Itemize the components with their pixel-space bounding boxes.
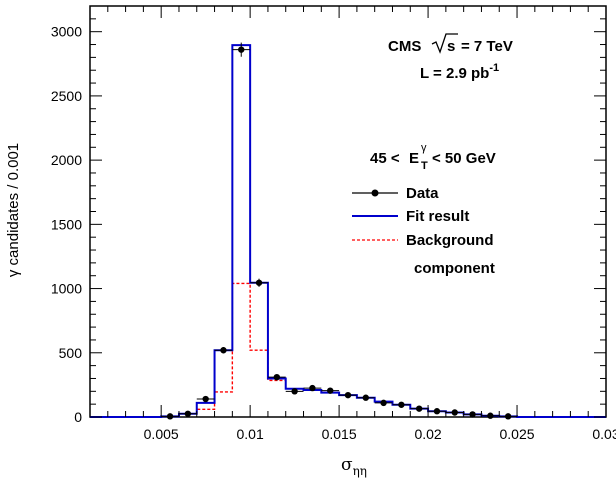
et-superscript: γ: [421, 142, 427, 154]
legend-entry-fit: Fit result: [352, 208, 469, 225]
data-point: [232, 42, 251, 57]
data-point: [463, 411, 482, 418]
data-point: [321, 387, 340, 394]
data-point-marker: [238, 46, 245, 53]
data-point: [161, 413, 179, 420]
cms-label: CMS: [388, 38, 421, 55]
y-tick-label: 2500: [51, 88, 82, 104]
legend-data-marker: [371, 189, 379, 197]
data-point: [445, 409, 464, 416]
legend-background-label: Background: [406, 232, 494, 249]
data-point-marker: [309, 384, 316, 392]
plot-frame: [89, 5, 607, 418]
data-point-marker: [504, 413, 512, 420]
data-point: [339, 391, 357, 399]
data-point-marker: [184, 410, 192, 417]
cms-annotation: CMS s = 7 TeV L = 2.9 pb-1: [388, 33, 513, 82]
y-tick-label: 500: [59, 345, 83, 361]
energy-label: = 7 TeV: [461, 38, 513, 55]
data-point: [481, 412, 500, 419]
data-point-marker: [415, 405, 423, 412]
fit-step-line: [90, 44, 606, 418]
data-point: [356, 394, 375, 401]
x-axis-title-base: σ: [341, 455, 353, 475]
data-point: [196, 395, 215, 403]
et-symbol: E: [409, 150, 419, 167]
legend-entry-background: Background component: [352, 232, 495, 277]
fit-series: [90, 44, 606, 418]
data-point: [374, 399, 393, 407]
data-point: [499, 413, 518, 420]
et-subscript: T: [421, 160, 428, 172]
data-point-marker: [380, 399, 387, 407]
data-point: [250, 278, 268, 287]
data-point-marker: [202, 395, 209, 403]
data-point-marker: [327, 387, 334, 394]
data-point: [285, 388, 304, 395]
y-axis-title: γ candidates / 0.001: [5, 143, 22, 277]
data-point-marker: [362, 394, 369, 401]
legend: Data Fit result Background component: [352, 185, 495, 277]
et-high-label: < 50 GeV: [432, 150, 496, 167]
data-series: [161, 42, 518, 420]
x-axis-title: σηη: [341, 455, 367, 478]
data-point: [303, 384, 322, 392]
data-point: [178, 410, 197, 417]
legend-background-label-2: component: [414, 260, 495, 277]
data-point-marker: [469, 411, 476, 418]
lumi-label: L = 2.9 pb-1: [420, 62, 499, 82]
data-point-marker: [344, 391, 352, 399]
x-tick-label: 0.015: [322, 426, 357, 442]
et-range-annotation: 45 < E γ T < 50 GeV: [370, 142, 496, 172]
data-point: [410, 405, 429, 412]
legend-entry-data: Data: [352, 185, 439, 202]
y-tick-label: 2000: [51, 152, 82, 168]
tick-labels: 0.005 0.01 0.015 0.02 0.025 0.03 0 500 1000 1500 2…: [51, 24, 616, 442]
data-point-marker: [220, 347, 227, 354]
data-point: [214, 347, 233, 354]
data-point-marker: [398, 401, 405, 408]
x-tick-label: 0.02: [414, 426, 441, 442]
et-low-label: 45 <: [370, 150, 400, 167]
y-tick-label: 3000: [51, 24, 82, 40]
data-point-marker: [451, 409, 458, 416]
plot-area: [89, 5, 607, 420]
y-tick-label: 0: [74, 409, 82, 425]
data-point-marker: [273, 373, 281, 381]
data-point-marker: [291, 388, 298, 395]
x-axis-title-sub: ηη: [353, 464, 367, 478]
data-point: [428, 408, 446, 415]
data-point-marker: [166, 413, 174, 420]
legend-data-label: Data: [406, 185, 439, 202]
data-point-marker: [255, 279, 263, 286]
legend-fit-label: Fit result: [406, 208, 469, 225]
data-point-marker: [433, 408, 441, 415]
axis-ticks: [89, 5, 607, 418]
sqrt-s-label: s: [447, 38, 455, 55]
data-point-marker: [487, 412, 494, 419]
data-point: [267, 373, 286, 381]
x-tick-label: 0.005: [144, 426, 179, 442]
y-tick-label: 1000: [51, 281, 82, 297]
sqrt-icon: [431, 33, 458, 54]
x-tick-label: 0.01: [237, 426, 264, 442]
y-tick-label: 1500: [51, 216, 82, 232]
data-point: [392, 401, 411, 408]
x-tick-label: 0.025: [500, 426, 535, 442]
x-tick-label: 0.03: [592, 426, 616, 442]
